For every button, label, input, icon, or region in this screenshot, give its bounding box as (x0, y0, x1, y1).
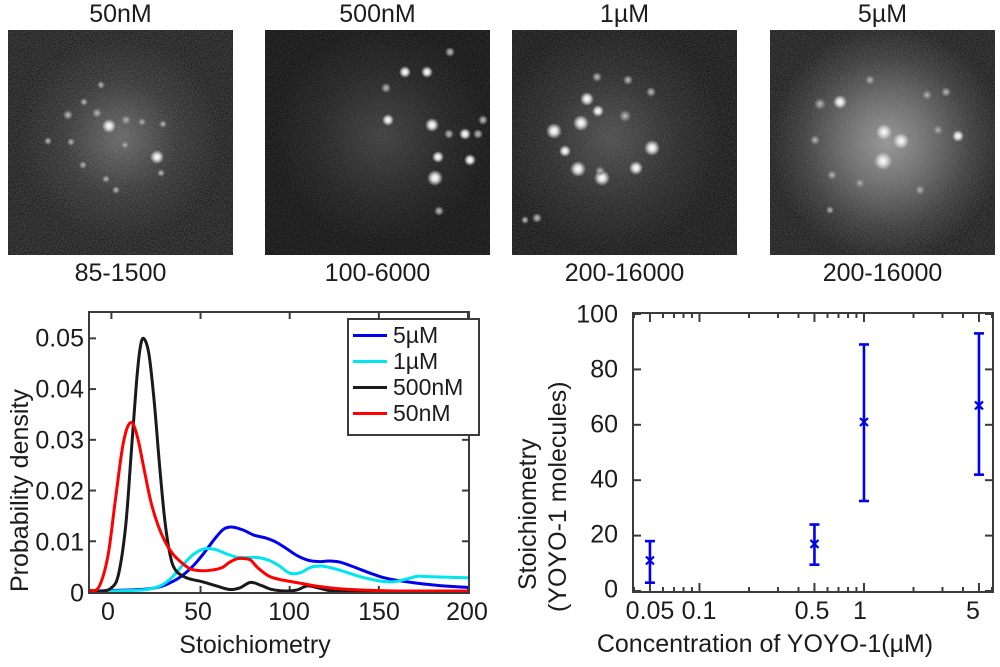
micrograph-image-500nm (265, 30, 490, 255)
errorbar-point-0 (644, 539, 655, 584)
micrograph-image-5um (770, 30, 995, 255)
x-tick-200: 200 (446, 598, 488, 626)
y-tick-60: 60 (590, 410, 618, 439)
legend[interactable]: 5µM 1µM 500nM 50nM (347, 318, 480, 436)
micrograph-image-1um (512, 30, 737, 255)
y-tick-80: 80 (590, 355, 618, 384)
x-tick-labels-right: 0.05 0.1 0.5 1 5 (500, 290, 1000, 667)
legend-item-5um[interactable]: 5µM (353, 322, 472, 348)
plot-area-errorbar (632, 312, 994, 593)
legend-swatch-50nm (353, 411, 387, 415)
y-tick-100: 100 (576, 300, 618, 329)
x-axis-label: Stoichiometry (179, 631, 331, 659)
legend-swatch-5um (353, 333, 387, 337)
legend-label-1um: 1µM (393, 348, 439, 374)
density-curve-1µM (90, 546, 468, 592)
y-tick-0.03: 0.03 (35, 426, 84, 455)
x-tick-5: 5 (966, 597, 980, 625)
y-tick-labels: 0 0.01 0.02 0.03 0.04 0.05 (0, 290, 84, 667)
micrograph-title: 1µM (599, 0, 650, 28)
micrograph-title: 50nM (89, 0, 152, 28)
scale-bar (945, 268, 975, 276)
legend-swatch-1um (353, 359, 387, 363)
errorbar-point-2 (858, 343, 869, 503)
y-tick-0.01: 0.01 (35, 528, 84, 557)
micrograph-caption: 200-16000 (822, 259, 943, 287)
x-tick-0.5: 0.5 (794, 597, 830, 625)
x-tick-0.1: 0.1 (681, 597, 717, 625)
x-axis-label-right: Concentration of YOYO-1(µM) (596, 630, 934, 658)
y-tick-labels-right: 0 20 40 60 80 100 (500, 290, 630, 667)
probability-density-chart: Probability density 0 0.01 0.02 0.03 0.0… (0, 290, 500, 667)
x-tick-150: 150 (358, 598, 400, 626)
errorbar-point-1 (809, 523, 820, 566)
y-tick-0: 0 (70, 579, 84, 608)
x-tick-100: 100 (268, 598, 310, 626)
micrograph-caption: 200-16000 (564, 259, 685, 287)
y-tick-20: 20 (590, 520, 618, 549)
density-curves (90, 313, 468, 592)
legend-label-5um: 5µM (393, 322, 439, 348)
micrograph-caption: 85-1500 (74, 259, 167, 287)
micrograph-panel-1um: 1µM (512, 0, 737, 290)
micrograph-image-50nm (8, 30, 233, 255)
y-tick-0: 0 (604, 575, 618, 604)
micrograph-caption: 100-6000 (324, 259, 431, 287)
x-tick-0.05: 0.05 (625, 597, 675, 625)
micrograph-title: 500nM (339, 0, 416, 28)
density-curve-50nM (90, 421, 468, 592)
x-tick-50: 50 (184, 598, 212, 626)
legend-label-50nm: 50nM (393, 400, 451, 426)
micrograph-title: 5µM (857, 0, 908, 28)
legend-swatch-500nm (353, 385, 387, 389)
legend-item-500nm[interactable]: 500nM (353, 374, 472, 400)
y-tick-0.04: 0.04 (35, 375, 84, 404)
x-tick-labels: 0 50 100 150 200 (0, 290, 500, 667)
y-tick-0.05: 0.05 (35, 324, 84, 353)
micrograph-panel-50nm: 50nM (8, 0, 233, 290)
micrograph-panel-5um: 5µM (770, 0, 995, 290)
y-tick-0.02: 0.02 (35, 477, 84, 506)
legend-label-500nm: 500nM (393, 374, 464, 400)
micrograph-row: 50nM (0, 0, 1000, 290)
legend-item-50nm[interactable]: 50nM (353, 400, 472, 426)
errorbar-point-3 (973, 332, 984, 476)
density-curve-5µM (90, 525, 468, 592)
x-tick-1: 1 (853, 597, 867, 625)
legend-item-1um[interactable]: 1µM (353, 348, 472, 374)
micrograph-panel-500nm: 500nM (265, 0, 490, 290)
stoichiometry-concentration-chart: Stoichiometry (YOYO-1 molecules) 0 20 40… (500, 290, 1000, 667)
errorbar-series (634, 314, 992, 591)
y-tick-40: 40 (590, 465, 618, 494)
x-tick-0: 0 (101, 598, 115, 626)
